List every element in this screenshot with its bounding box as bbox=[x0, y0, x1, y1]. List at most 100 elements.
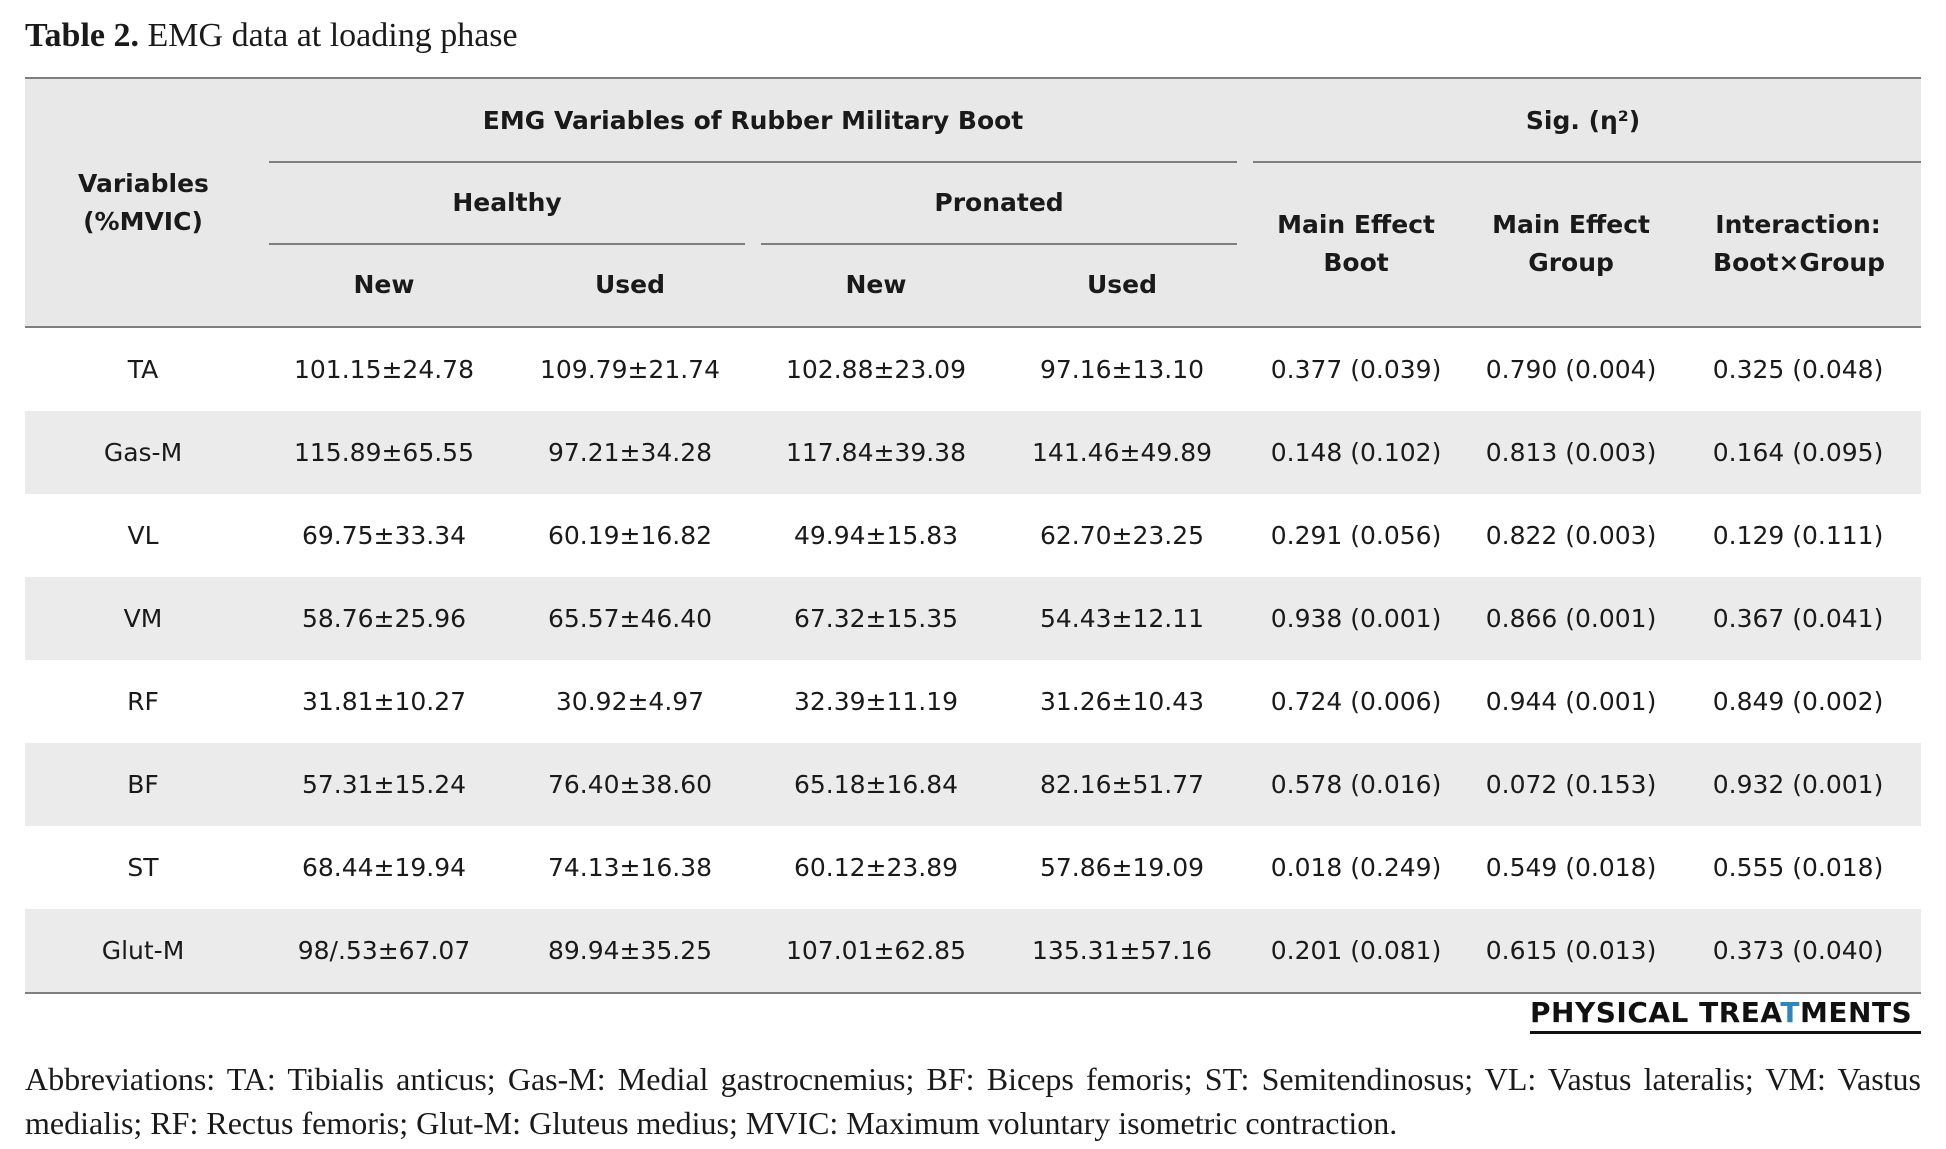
cell-interaction: 0.373 (0.040) bbox=[1675, 909, 1922, 993]
cell-pronated-used: 57.86±19.09 bbox=[999, 826, 1246, 909]
header-pronated: Pronated bbox=[753, 162, 1245, 245]
header-variables-label: Variables (%MVIC) bbox=[78, 168, 209, 236]
cell-pronated-new: 65.18±16.84 bbox=[753, 743, 999, 826]
cell-interaction: 0.164 (0.095) bbox=[1675, 411, 1922, 494]
table-row: TA 101.15±24.78 109.79±21.74 102.88±23.0… bbox=[25, 327, 1922, 411]
cell-main-group: 0.790 (0.004) bbox=[1467, 327, 1676, 411]
cell-interaction: 0.555 (0.018) bbox=[1675, 826, 1922, 909]
header-healthy: Healthy bbox=[261, 162, 753, 245]
cell-pronated-new: 60.12±23.89 bbox=[753, 826, 999, 909]
cell-pronated-new: 49.94±15.83 bbox=[753, 494, 999, 577]
header-healthy-new: New bbox=[261, 244, 507, 328]
cell-pronated-used: 135.31±57.16 bbox=[999, 909, 1246, 993]
table-body: TA 101.15±24.78 109.79±21.74 102.88±23.0… bbox=[25, 327, 1922, 993]
table-row: ST 68.44±19.94 74.13±16.38 60.12±23.89 5… bbox=[25, 826, 1922, 909]
abbreviations-note: Abbreviations: TA: Tibialis anticus; Gas… bbox=[25, 1061, 1921, 1141]
cell-main-boot: 0.724 (0.006) bbox=[1245, 660, 1468, 743]
header-main-effect-group: Main Effect Group bbox=[1467, 162, 1676, 328]
header-interaction: Interaction: Boot×Group bbox=[1675, 162, 1922, 328]
cell-pronated-used: 31.26±10.43 bbox=[999, 660, 1246, 743]
cell-main-group: 0.813 (0.003) bbox=[1467, 411, 1676, 494]
cell-main-group: 0.549 (0.018) bbox=[1467, 826, 1676, 909]
cell-pronated-used: 54.43±12.11 bbox=[999, 577, 1246, 660]
logo-wordmark: PHYSICAL TREATMENTS bbox=[1530, 996, 1912, 1029]
cell-healthy-new: 101.15±24.78 bbox=[261, 327, 507, 411]
header-variables: Variables (%MVIC) bbox=[25, 78, 261, 328]
cell-variable: RF bbox=[25, 660, 261, 743]
cell-main-group: 0.615 (0.013) bbox=[1467, 909, 1676, 993]
cell-variable: VM bbox=[25, 577, 261, 660]
cell-main-boot: 0.291 (0.056) bbox=[1245, 494, 1468, 577]
table-header: Variables (%MVIC) EMG Variables of Rubbe… bbox=[25, 78, 1922, 328]
cell-interaction: 0.325 (0.048) bbox=[1675, 327, 1922, 411]
publisher-logo: PHYSICAL TREATMENTS bbox=[1530, 994, 1921, 1038]
caption-label: Table 2. bbox=[25, 17, 140, 54]
cell-interaction: 0.849 (0.002) bbox=[1675, 660, 1922, 743]
table-caption: Table 2. EMG data at loading phase bbox=[25, 14, 518, 58]
header-sig-title: Sig. (η²) bbox=[1245, 78, 1922, 162]
header-interaction-label: Interaction: Boot×Group bbox=[1713, 210, 1886, 277]
cell-interaction: 0.367 (0.041) bbox=[1675, 577, 1922, 660]
cell-healthy-new: 98/.53±67.07 bbox=[261, 909, 507, 993]
table-row: VM 58.76±25.96 65.57±46.40 67.32±15.35 5… bbox=[25, 577, 1922, 660]
cell-healthy-new: 57.31±15.24 bbox=[261, 743, 507, 826]
cell-main-boot: 0.377 (0.039) bbox=[1245, 327, 1468, 411]
cell-main-boot: 0.018 (0.249) bbox=[1245, 826, 1468, 909]
caption-title: EMG data at loading phase bbox=[147, 17, 518, 54]
table-row: Glut-M 98/.53±67.07 89.94±35.25 107.01±6… bbox=[25, 909, 1922, 993]
logo-text-end: MENTS bbox=[1800, 996, 1913, 1029]
header-healthy-used: Used bbox=[507, 244, 753, 328]
table-row: BF 57.31±15.24 76.40±38.60 65.18±16.84 8… bbox=[25, 743, 1922, 826]
emg-table: Variables (%MVIC) EMG Variables of Rubbe… bbox=[25, 77, 1922, 994]
cell-interaction: 0.129 (0.111) bbox=[1675, 494, 1922, 577]
cell-healthy-new: 58.76±25.96 bbox=[261, 577, 507, 660]
cell-main-boot: 0.148 (0.102) bbox=[1245, 411, 1468, 494]
cell-pronated-used: 82.16±51.77 bbox=[999, 743, 1246, 826]
cell-healthy-new: 68.44±19.94 bbox=[261, 826, 507, 909]
cell-healthy-used: 89.94±35.25 bbox=[507, 909, 753, 993]
logo-underline bbox=[1530, 1031, 1921, 1034]
cell-healthy-used: 60.19±16.82 bbox=[507, 494, 753, 577]
cell-variable: BF bbox=[25, 743, 261, 826]
header-main-effect-boot-label: Main Effect Boot bbox=[1277, 210, 1435, 277]
cell-healthy-used: 109.79±21.74 bbox=[507, 327, 753, 411]
cell-pronated-new: 32.39±11.19 bbox=[753, 660, 999, 743]
cell-healthy-new: 31.81±10.27 bbox=[261, 660, 507, 743]
cell-variable: ST bbox=[25, 826, 261, 909]
cell-pronated-new: 67.32±15.35 bbox=[753, 577, 999, 660]
cell-healthy-used: 74.13±16.38 bbox=[507, 826, 753, 909]
header-main-effect-group-label: Main Effect Group bbox=[1492, 210, 1650, 277]
cell-main-group: 0.072 (0.153) bbox=[1467, 743, 1676, 826]
header-group-title: EMG Variables of Rubber Military Boot bbox=[261, 78, 1245, 162]
cell-pronated-used: 141.46±49.89 bbox=[999, 411, 1246, 494]
cell-variable: Gas-M bbox=[25, 411, 261, 494]
logo-text-start: PHYSICAL TREA bbox=[1530, 996, 1781, 1029]
cell-pronated-used: 62.70±23.25 bbox=[999, 494, 1246, 577]
cell-main-group: 0.944 (0.001) bbox=[1467, 660, 1676, 743]
cell-interaction: 0.932 (0.001) bbox=[1675, 743, 1922, 826]
cell-main-boot: 0.201 (0.081) bbox=[1245, 909, 1468, 993]
logo-figure-icon: T bbox=[1780, 996, 1801, 1029]
cell-variable: VL bbox=[25, 494, 261, 577]
header-main-effect-boot: Main Effect Boot bbox=[1245, 162, 1468, 328]
cell-healthy-used: 65.57±46.40 bbox=[507, 577, 753, 660]
cell-healthy-used: 76.40±38.60 bbox=[507, 743, 753, 826]
cell-main-group: 0.822 (0.003) bbox=[1467, 494, 1676, 577]
cell-main-group: 0.866 (0.001) bbox=[1467, 577, 1676, 660]
cell-variable: Glut-M bbox=[25, 909, 261, 993]
table-row: RF 31.81±10.27 30.92±4.97 32.39±11.19 31… bbox=[25, 660, 1922, 743]
header-pronated-new: New bbox=[753, 244, 999, 328]
cell-main-boot: 0.578 (0.016) bbox=[1245, 743, 1468, 826]
cell-healthy-used: 97.21±34.28 bbox=[507, 411, 753, 494]
cell-healthy-new: 115.89±65.55 bbox=[261, 411, 507, 494]
table-row: Gas-M 115.89±65.55 97.21±34.28 117.84±39… bbox=[25, 411, 1922, 494]
cell-pronated-new: 107.01±62.85 bbox=[753, 909, 999, 993]
cell-main-boot: 0.938 (0.001) bbox=[1245, 577, 1468, 660]
header-pronated-used: Used bbox=[999, 244, 1246, 328]
cell-healthy-used: 30.92±4.97 bbox=[507, 660, 753, 743]
cell-pronated-new: 102.88±23.09 bbox=[753, 327, 999, 411]
cell-pronated-used: 97.16±13.10 bbox=[999, 327, 1246, 411]
cell-variable: TA bbox=[25, 327, 261, 411]
cell-healthy-new: 69.75±33.34 bbox=[261, 494, 507, 577]
cell-pronated-new: 117.84±39.38 bbox=[753, 411, 999, 494]
